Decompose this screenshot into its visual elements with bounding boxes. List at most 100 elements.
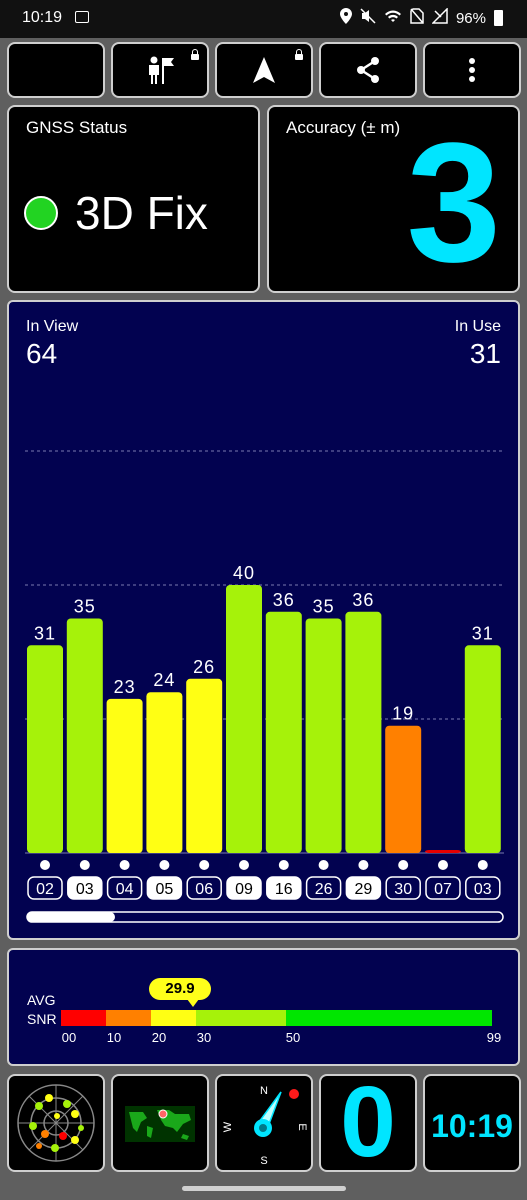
signal-bar bbox=[27, 645, 63, 853]
compass-button[interactable]: N E S W bbox=[215, 1074, 313, 1172]
person-flag-icon bbox=[149, 56, 174, 84]
signal-bar bbox=[385, 725, 422, 853]
navigation-arrow-icon bbox=[253, 57, 275, 83]
prn-badge bbox=[266, 876, 302, 900]
avg-label: AVG bbox=[27, 992, 56, 1008]
accuracy-value: 3 bbox=[406, 108, 501, 298]
image-notification-icon bbox=[75, 11, 89, 23]
used-in-fix-dot bbox=[40, 860, 50, 870]
prn-badge bbox=[226, 876, 262, 900]
satellite-signal-panel[interactable]: In View 64 In Use 31 31 02 35 03 23 04 24 05 26 0… bbox=[7, 300, 520, 940]
signal-bar bbox=[464, 645, 501, 853]
signal-bar bbox=[345, 611, 382, 853]
speed-value: 0 bbox=[340, 1074, 396, 1172]
used-in-fix-dot bbox=[278, 860, 289, 870]
used-in-fix-dot bbox=[239, 860, 249, 870]
signal-bar bbox=[186, 678, 223, 853]
bar-value-label: 36 bbox=[273, 590, 295, 610]
accuracy-panel[interactable] bbox=[267, 105, 520, 293]
signal-icon bbox=[431, 7, 448, 28]
prn-label: 05 bbox=[156, 881, 174, 898]
prn-badge bbox=[27, 876, 63, 900]
used-in-fix-dot bbox=[398, 860, 409, 870]
snr-label: SNR bbox=[27, 1011, 57, 1027]
prn-label: 04 bbox=[116, 881, 134, 898]
bar-value-label: 26 bbox=[193, 657, 215, 677]
prn-label: 30 bbox=[394, 881, 412, 898]
snr-panel[interactable]: AVG SNR 29.9 00 10 20 30 50 99 bbox=[7, 948, 520, 1066]
sky-radar-icon bbox=[17, 1084, 95, 1162]
prn-badge bbox=[305, 876, 342, 900]
bar-value-label: 40 bbox=[233, 563, 255, 583]
in-use-value: 31 bbox=[469, 338, 501, 369]
more-vert-icon bbox=[469, 58, 475, 82]
home-gesture-handle[interactable] bbox=[182, 1186, 346, 1191]
speed-button[interactable]: 0 bbox=[319, 1074, 417, 1172]
signal-bar bbox=[425, 850, 461, 853]
gnss-status-label: GNSS Status bbox=[26, 118, 128, 137]
accuracy-label: Accuracy (± m) bbox=[286, 118, 401, 137]
snr-segment-50-99 bbox=[286, 1010, 492, 1026]
prn-badge bbox=[186, 876, 222, 900]
snr-tick: 20 bbox=[151, 1030, 167, 1045]
prn-label: 03 bbox=[76, 881, 94, 898]
compass-icon: N E S W bbox=[222, 1085, 308, 1167]
gnss-status-panel[interactable] bbox=[7, 105, 260, 293]
night-mode-button[interactable] bbox=[7, 42, 105, 98]
share-button[interactable] bbox=[319, 42, 417, 98]
lock-icon bbox=[295, 49, 303, 60]
used-in-fix-dot bbox=[477, 860, 488, 870]
prn-badge bbox=[146, 876, 183, 900]
in-use-label: In Use bbox=[454, 318, 501, 335]
signal-bar bbox=[226, 585, 262, 853]
no-sim-icon bbox=[410, 8, 424, 28]
signal-bar bbox=[305, 618, 342, 853]
in-view-value: 64 bbox=[26, 338, 58, 369]
chart-scrollbar-thumb bbox=[27, 912, 115, 922]
compass-e: E bbox=[296, 1123, 308, 1130]
world-map-button[interactable] bbox=[111, 1074, 209, 1172]
show-place-button[interactable] bbox=[111, 42, 209, 98]
location-icon bbox=[339, 8, 352, 28]
satellite-bar-chart: 31 02 35 03 23 04 24 05 26 06 40 09 36 16 35 26 36 29 19 30… bbox=[25, 450, 504, 923]
used-in-fix-dot bbox=[199, 860, 210, 870]
avg-snr-bubble: 29.9 bbox=[149, 978, 211, 1007]
bar-value-label: 19 bbox=[392, 704, 414, 724]
bar-value-label: 24 bbox=[153, 670, 175, 690]
prn-badge bbox=[465, 876, 501, 900]
clock-button[interactable]: 10:19 bbox=[423, 1074, 521, 1172]
snr-segment-0-10 bbox=[61, 1010, 106, 1026]
prn-badge bbox=[425, 876, 461, 900]
fix-indicator-icon bbox=[24, 196, 58, 230]
snr-tick: 50 bbox=[285, 1030, 301, 1045]
used-in-fix-dot bbox=[318, 860, 329, 870]
navigation-button[interactable] bbox=[215, 42, 313, 98]
snr-tick: 10 bbox=[106, 1030, 122, 1045]
prn-label: 07 bbox=[434, 881, 452, 898]
snr-tick: 30 bbox=[196, 1030, 212, 1045]
signal-bar bbox=[146, 692, 183, 853]
prn-label: 26 bbox=[315, 881, 333, 898]
prn-label: 02 bbox=[36, 881, 54, 898]
compass-s: S bbox=[260, 1155, 267, 1167]
prn-label: 29 bbox=[355, 881, 373, 898]
prn-label: 09 bbox=[235, 881, 253, 898]
sky-view-button[interactable] bbox=[7, 1074, 105, 1172]
mute-icon bbox=[360, 8, 376, 28]
battery-percent: 96% bbox=[455, 9, 486, 27]
bar-value-label: 36 bbox=[352, 590, 374, 610]
battery-icon bbox=[494, 10, 503, 26]
status-icons: 96% bbox=[339, 7, 503, 28]
bar-value-label: 35 bbox=[313, 597, 335, 617]
lock-icon bbox=[191, 49, 199, 60]
snr-segment-30-50 bbox=[196, 1010, 286, 1026]
more-options-button[interactable] bbox=[423, 42, 521, 98]
bar-value-label: 23 bbox=[114, 677, 136, 697]
snr-segment-20-30 bbox=[151, 1010, 196, 1026]
signal-bar bbox=[66, 618, 103, 853]
prn-badge bbox=[106, 876, 143, 900]
prn-badge bbox=[385, 876, 421, 900]
bar-value-label: 31 bbox=[34, 623, 56, 643]
signal-bar bbox=[265, 611, 302, 853]
clock-value: 10:19 bbox=[431, 1108, 513, 1144]
